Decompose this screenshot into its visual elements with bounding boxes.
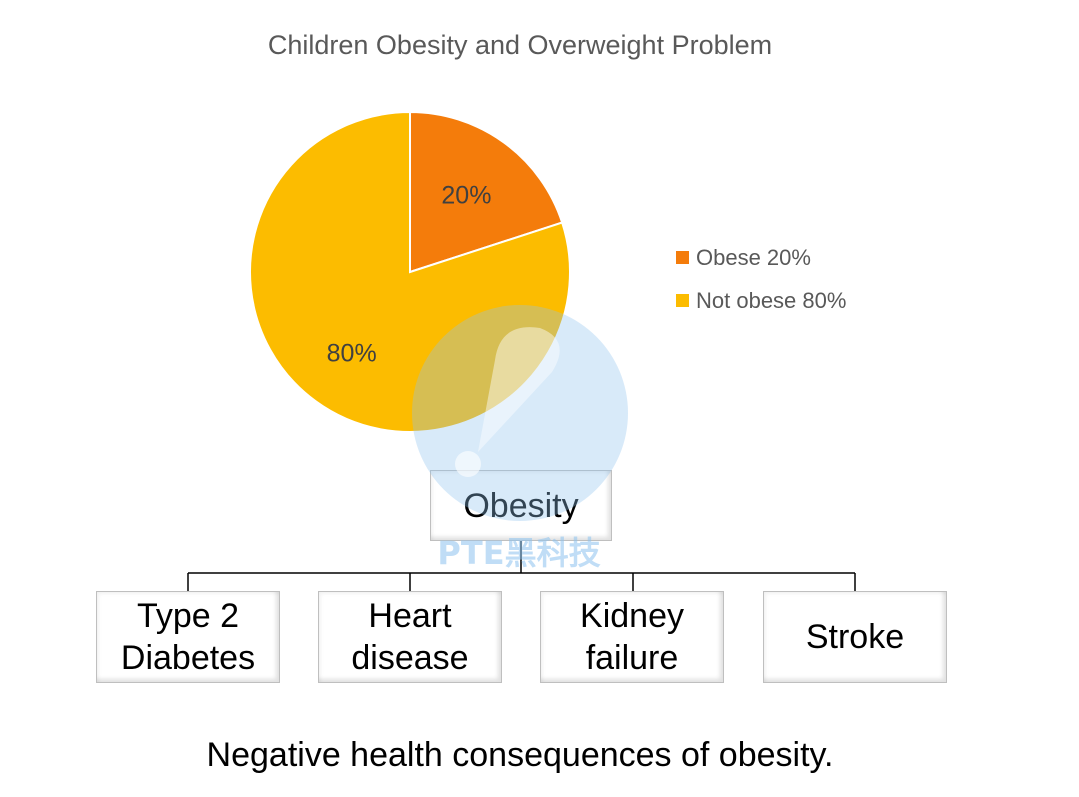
data-label-not-obese: 80%	[327, 339, 377, 367]
legend-swatch-not-obese	[676, 294, 689, 307]
chart-title: Children Obesity and Overweight Problem	[267, 30, 773, 60]
diagram-child-1-line1: Type 2	[136, 597, 240, 635]
legend-item-not-obese: Not obese 80%	[676, 279, 846, 322]
diagram-child-box-4: Stroke	[763, 591, 947, 683]
data-label-obese: 20%	[441, 181, 491, 209]
pie-slice-obese	[409, 110, 564, 274]
legend-swatch-obese	[676, 251, 689, 264]
diagram-root-box: Obesity	[430, 470, 612, 541]
diagram-child-box-3: Kidney failure	[540, 591, 724, 683]
diagram-child-1-line2: Diabetes	[120, 639, 256, 677]
diagram-child-box-1: Type 2 Diabetes	[96, 591, 280, 683]
diagram-root-label: Obesity	[463, 486, 579, 525]
legend-item-obese: Obese 20%	[676, 236, 846, 279]
diagram-child-4-label: Stroke	[805, 618, 905, 656]
diagram-child-box-2: Heart disease	[318, 591, 502, 683]
legend-label-obese: Obese 20%	[696, 244, 811, 270]
chart-legend: Obese 20% Not obese 80%	[676, 236, 846, 322]
diagram-child-3-line1: Kidney	[580, 597, 684, 635]
diagram-child-2-line2: disease	[351, 639, 469, 677]
legend-label-not-obese: Not obese 80%	[696, 287, 847, 313]
diagram-child-2-line1: Heart	[368, 597, 452, 635]
pie-slice-not-obese	[249, 110, 571, 433]
diagram-child-3-line2: failure	[585, 639, 679, 677]
caption: Negative health consequences of obesity.	[206, 736, 834, 774]
